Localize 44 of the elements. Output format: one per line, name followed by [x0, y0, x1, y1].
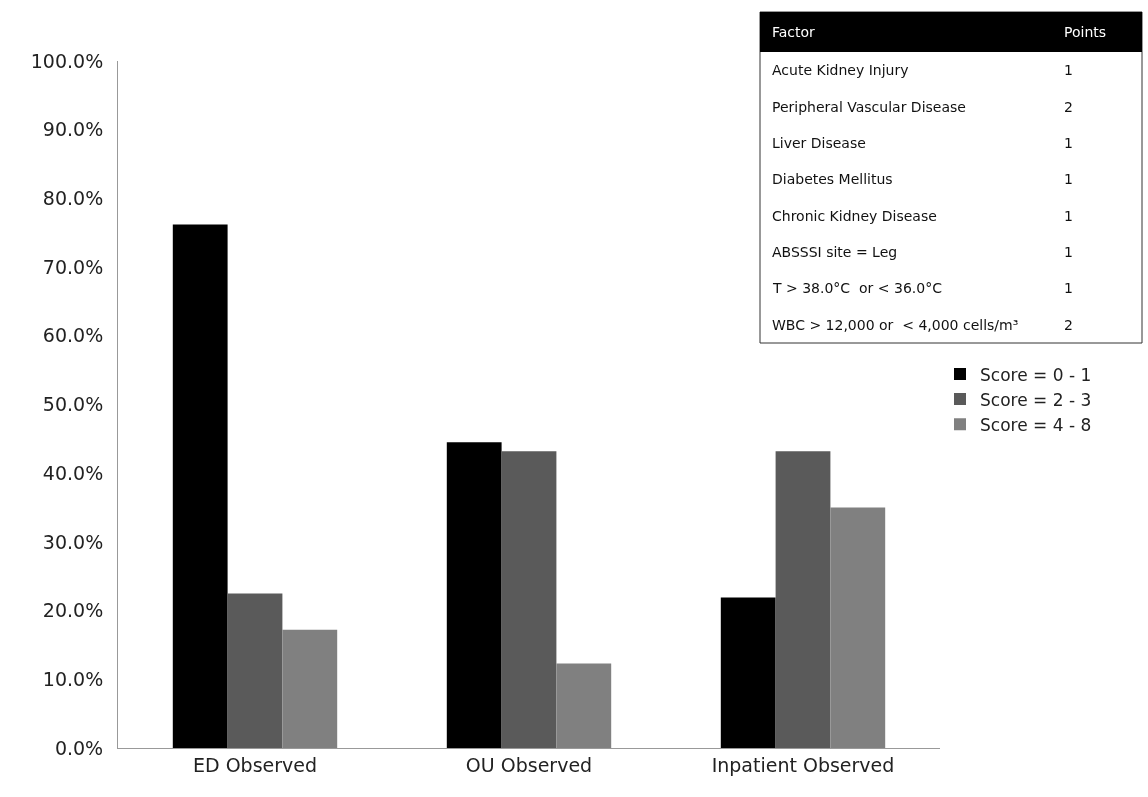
- text: Points: [1064, 24, 1107, 40]
- y-tick-label: 20.0%: [42, 599, 104, 622]
- y-tick-label: 40.0%: [42, 461, 104, 484]
- annotation: Chronic Kidney Disease: [772, 208, 937, 224]
- y-tick-label: 50.0%: [42, 393, 104, 416]
- text: 1: [1064, 62, 1073, 78]
- text: 1: [1064, 280, 1073, 296]
- text: 1: [1064, 171, 1073, 187]
- y-tick-label: 80.0%: [42, 187, 104, 210]
- annotation: Acute Kidney Injury: [772, 62, 909, 78]
- x-tick-label: Inpatient Observed: [711, 753, 895, 776]
- annotation: ABSSSI site = Leg: [772, 244, 898, 260]
- annotation: Liver Disease: [772, 135, 866, 151]
- bar: [720, 597, 776, 748]
- bar: [227, 593, 283, 748]
- legend-label: Score = 4 - 8: [980, 414, 1092, 435]
- y-tick-label: 60.0%: [42, 324, 104, 347]
- bar: [282, 629, 338, 748]
- legend-label: Score = 2 - 3: [980, 389, 1092, 410]
- annotation: Peripheral Vascular Disease: [772, 99, 966, 115]
- text: 1: [1064, 135, 1073, 151]
- x-tick-label: ED Observed: [192, 753, 318, 776]
- bar: [775, 451, 831, 748]
- annotation: WBC > 12,000 or < 4,000 cells/m³: [772, 317, 1019, 333]
- text: Factor: [772, 24, 816, 40]
- annotation: Diabetes Mellitus: [772, 171, 893, 187]
- text: 1: [1064, 208, 1073, 224]
- bar: [830, 507, 886, 748]
- legend-label: Score = 0 - 1: [980, 364, 1092, 385]
- x-tick-label: OU Observed: [465, 753, 593, 776]
- text: 2: [1064, 317, 1073, 333]
- y-tick-label: 70.0%: [42, 255, 104, 278]
- y-tick-label: 0.0%: [54, 736, 104, 759]
- bar: [501, 451, 557, 748]
- annotation: T > 38.0°C or < 36.0°C: [772, 280, 943, 296]
- bar: [446, 442, 502, 748]
- text: 2: [1064, 99, 1073, 115]
- y-tick-label: 30.0%: [42, 530, 104, 553]
- text: 1: [1064, 244, 1073, 260]
- y-tick-label: 100.0%: [30, 49, 104, 72]
- y-tick-label: 10.0%: [42, 667, 104, 690]
- y-tick-label: 90.0%: [42, 118, 104, 141]
- bar: [172, 224, 228, 748]
- bar: [556, 663, 612, 748]
